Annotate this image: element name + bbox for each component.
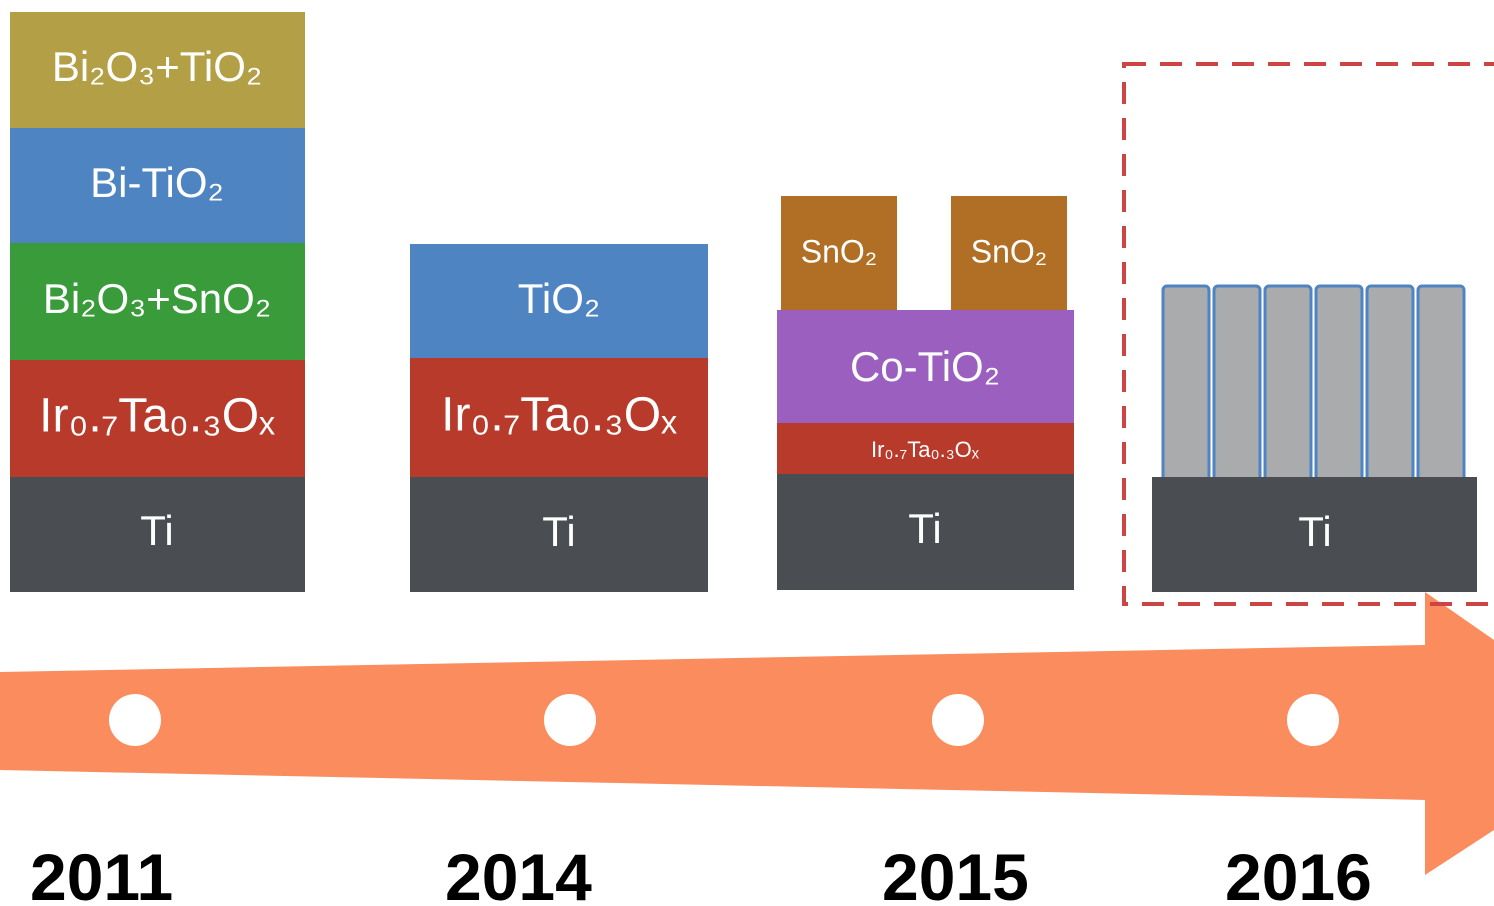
- layer: [410, 358, 708, 477]
- layer: [777, 310, 1074, 423]
- layer-label: Bi₂O₃+TiO₂: [52, 43, 262, 90]
- year-label: 2016: [1225, 840, 1372, 906]
- layer-label: TiO₂: [518, 275, 600, 322]
- layer: [410, 244, 708, 358]
- year-label: 2011: [30, 840, 173, 906]
- layer-label: Ti: [542, 508, 575, 555]
- layer: [777, 423, 1074, 474]
- layer-label: Co-TiO₂: [850, 343, 1000, 390]
- layer: [781, 196, 897, 310]
- layer: [10, 12, 305, 128]
- layer-label: SnO₂: [971, 233, 1047, 269]
- layer: [777, 474, 1074, 590]
- nanotube: [1263, 284, 1313, 487]
- layer-label: Ir₀.₇Ta₀.₃Oₓ: [871, 437, 980, 462]
- layer-label: Ir₀.₇Ta₀.₃Oₓ: [441, 389, 677, 442]
- nanotube: [1161, 284, 1211, 487]
- nanotube: [1212, 284, 1262, 487]
- timeline-dot: [109, 694, 161, 746]
- year-label: 2015: [882, 840, 1029, 906]
- layer-label: Ti: [140, 507, 173, 554]
- timeline-arrow: [0, 592, 1494, 875]
- layer-label: Ti: [1298, 508, 1331, 555]
- year-label: 2014: [445, 840, 592, 906]
- nanotube: [1416, 284, 1466, 487]
- layer: [951, 196, 1067, 310]
- nanotubes: [1161, 284, 1466, 487]
- layer: [410, 477, 708, 592]
- layer-label: Bi₂O₃+SnO₂: [43, 275, 271, 322]
- layer: [1152, 477, 1477, 592]
- timeline-dot: [1287, 694, 1339, 746]
- layer: [10, 128, 305, 243]
- highlight-box: [1122, 62, 1494, 606]
- layer: [10, 360, 305, 477]
- layer: [10, 243, 305, 360]
- timeline-dot: [932, 694, 984, 746]
- layer-label: Ir₀.₇Ta₀.₃Oₓ: [39, 390, 275, 443]
- layer-label: SnO₂: [801, 233, 877, 269]
- layer-label: Bi-TiO₂: [90, 159, 224, 206]
- layer-label: Ti: [908, 505, 941, 552]
- nanotube: [1365, 284, 1415, 487]
- nanotube: [1314, 284, 1364, 487]
- layer: [10, 477, 305, 592]
- timeline-dot: [544, 694, 596, 746]
